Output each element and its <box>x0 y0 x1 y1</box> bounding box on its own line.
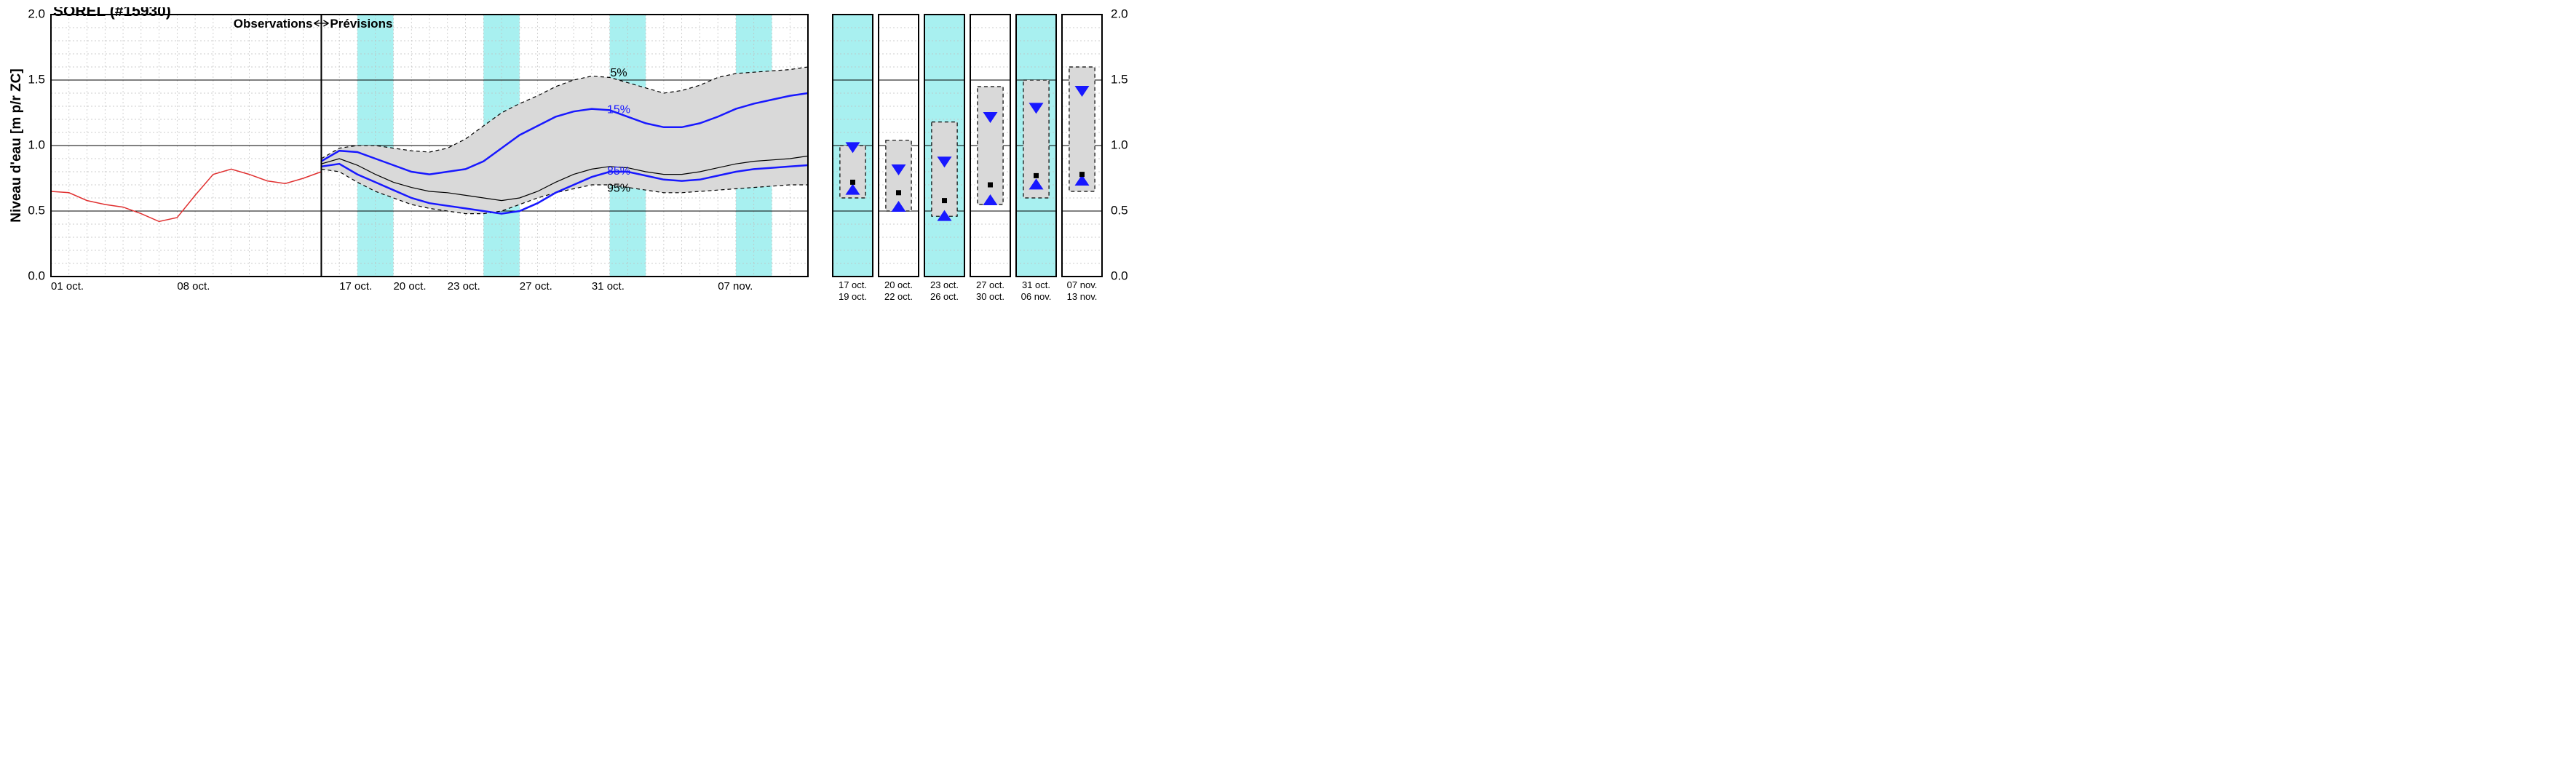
y-axis-label: Niveau d'eau [m p/r ZC] <box>9 68 24 222</box>
panel-label: 07 nov. <box>1067 279 1098 290</box>
panel-label: 30 oct. <box>976 291 1004 302</box>
y-tick-label-right: 2.0 <box>1111 7 1128 20</box>
median-marker-icon <box>942 198 947 203</box>
x-tick-label: 08 oct. <box>177 280 210 293</box>
y-tick-label: 0.5 <box>28 203 45 217</box>
panel-label: 06 nov. <box>1021 291 1052 302</box>
median-marker-icon <box>850 180 855 185</box>
median-marker-icon <box>988 183 993 188</box>
median-marker-icon <box>1034 173 1039 178</box>
panel-label: 31 oct. <box>1022 279 1050 290</box>
panel-band <box>886 140 911 211</box>
y-tick-label-right: 1.5 <box>1111 72 1128 86</box>
panel-label: 19 oct. <box>839 291 867 302</box>
panel-label: 17 oct. <box>839 279 867 290</box>
summary-panel: 17 oct.19 oct. <box>830 7 876 311</box>
pct-label: 85% <box>607 165 630 178</box>
previsions-label: Prévisions <box>330 17 392 31</box>
pct-label: 95% <box>607 183 630 195</box>
main-chart: 5% 15% 85% 95% 01 oct. 08 oct. 17 oct. 20 oct. 2… <box>7 7 815 298</box>
x-tick-label: 27 oct. <box>520 280 552 293</box>
x-tick-label: 31 oct. <box>592 280 625 293</box>
pct-label: 5% <box>610 67 627 79</box>
x-tick-label: 23 oct. <box>448 280 480 293</box>
main-chart-wrap: 5% 15% 85% 95% 01 oct. 08 oct. 17 oct. 20 oct. 2… <box>7 7 815 298</box>
summary-panel: 31 oct.06 nov. <box>1013 7 1059 311</box>
x-tick-label: 07 nov. <box>718 280 753 293</box>
observations-label: Observations <box>234 17 313 31</box>
x-tick-label: 17 oct. <box>339 280 372 293</box>
panel-label: 27 oct. <box>976 279 1004 290</box>
summary-panels: 0.00.51.01.52.0 17 oct.19 oct.20 oct.22 … <box>830 7 1105 311</box>
right-y-axis: 0.0 0.5 1.0 1.5 2.0 <box>1105 7 1141 298</box>
x-tick-label: 20 oct. <box>393 280 426 293</box>
x-tick-label: 01 oct. <box>51 280 84 293</box>
summary-panel: 20 oct.22 oct. <box>876 7 922 311</box>
summary-panel: 07 nov.13 nov. <box>1059 7 1105 311</box>
y-tick-label: 1.0 <box>28 138 45 151</box>
y-tick-label: 1.5 <box>28 72 45 86</box>
summary-panel: 27 oct.30 oct. <box>967 7 1013 311</box>
panel-label: 26 oct. <box>930 291 959 302</box>
median-marker-icon <box>1079 172 1085 177</box>
y-tick-label: 0.0 <box>28 269 45 282</box>
panel-label: 13 nov. <box>1067 291 1098 302</box>
pct-label: 15% <box>607 104 630 116</box>
y-tick-label-right: 0.5 <box>1111 203 1128 217</box>
panel-label: 23 oct. <box>930 279 959 290</box>
panel-label: 20 oct. <box>884 279 913 290</box>
y-tick-label: 2.0 <box>28 7 45 20</box>
y-tick-label-right: 0.0 <box>1111 269 1128 282</box>
panel-label: 22 oct. <box>884 291 913 302</box>
summary-panel: 23 oct.26 oct. <box>922 7 967 311</box>
y-tick-label-right: 1.0 <box>1111 138 1128 151</box>
chart-title: SOREL (#15930) <box>53 7 171 20</box>
chart-container: 5%15%85%95%01 oct.08 oct.17 oct.20 oct.2… <box>7 7 2569 311</box>
median-marker-icon <box>896 190 901 195</box>
